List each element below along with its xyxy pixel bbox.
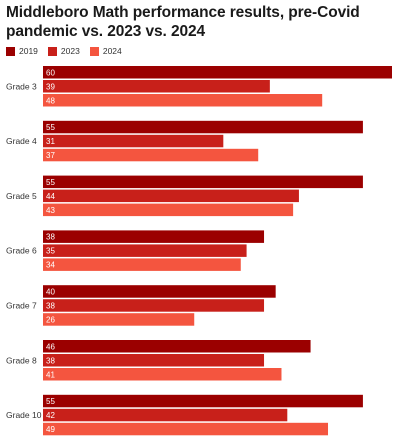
bar-2023 (43, 244, 247, 257)
bar-value-label: 38 (46, 301, 55, 310)
legend-label-2019: 2019 (19, 46, 38, 56)
category-label: Grade 8 (6, 355, 37, 365)
bar-2023 (43, 299, 265, 312)
bar-value-label: 55 (46, 123, 55, 132)
category-label: Grade 10 (6, 410, 42, 420)
bar-2024 (43, 203, 294, 217)
legend-item-2019: 2019 (6, 46, 38, 56)
bar-2019 (43, 285, 276, 298)
bar-2024 (43, 94, 323, 107)
bar-value-label: 40 (46, 287, 55, 296)
bar-2023 (43, 408, 288, 422)
bar-value-label: 55 (46, 397, 55, 406)
legend-label-2024: 2024 (102, 46, 122, 56)
bar-value-label: 43 (46, 206, 55, 215)
bar-2023 (43, 189, 299, 203)
bar-value-label: 31 (46, 137, 55, 146)
bar-value-label: 46 (46, 342, 55, 351)
bar-2023 (43, 80, 270, 93)
bar-2024 (43, 368, 282, 381)
bar-value-label: 38 (46, 356, 55, 365)
bar-2024 (43, 258, 241, 271)
bar-value-label: 37 (46, 151, 55, 160)
bar-value-label: 55 (46, 178, 55, 187)
bar-value-label: 60 (46, 68, 55, 77)
chart-title: Middleboro Math performance results, pre… (6, 4, 360, 40)
legend-item-2024: 2024 (89, 46, 122, 56)
bar-value-label: 34 (46, 261, 55, 270)
category-label: Grade 3 (6, 81, 37, 91)
bar-2019 (43, 120, 363, 134)
bar-2019 (43, 175, 363, 189)
bar-value-label: 44 (46, 192, 55, 201)
bar-2019 (43, 66, 392, 79)
bar-value-label: 38 (46, 233, 55, 242)
legend-item-2023: 2023 (47, 46, 80, 56)
bar-value-label: 39 (46, 82, 55, 91)
legend-swatch-2023 (47, 46, 57, 56)
bar-2024 (43, 313, 195, 326)
bar-2023 (43, 354, 265, 367)
bar-2024 (43, 422, 329, 436)
bar-value-label: 41 (46, 370, 55, 379)
bar-2023 (43, 134, 224, 148)
category-label: Grade 6 (6, 246, 37, 256)
category-label: Grade 4 (6, 136, 37, 146)
bar-2019 (43, 230, 265, 243)
bar-2024 (43, 148, 259, 162)
legend-swatch-2024 (89, 46, 99, 56)
bar-value-label: 42 (46, 411, 55, 420)
bar-value-label: 35 (46, 247, 55, 256)
category-label: Grade 5 (6, 191, 37, 201)
bar-2019 (43, 394, 363, 408)
legend: 2019 2023 2024 (6, 46, 132, 56)
legend-swatch-2019 (6, 46, 15, 56)
bar-value-label: 48 (46, 96, 55, 105)
legend-label-2023: 2023 (60, 46, 80, 56)
category-label: Grade 7 (6, 300, 37, 310)
bar-value-label: 26 (46, 315, 55, 324)
bar-value-label: 49 (46, 425, 55, 434)
bar-2019 (43, 340, 311, 353)
